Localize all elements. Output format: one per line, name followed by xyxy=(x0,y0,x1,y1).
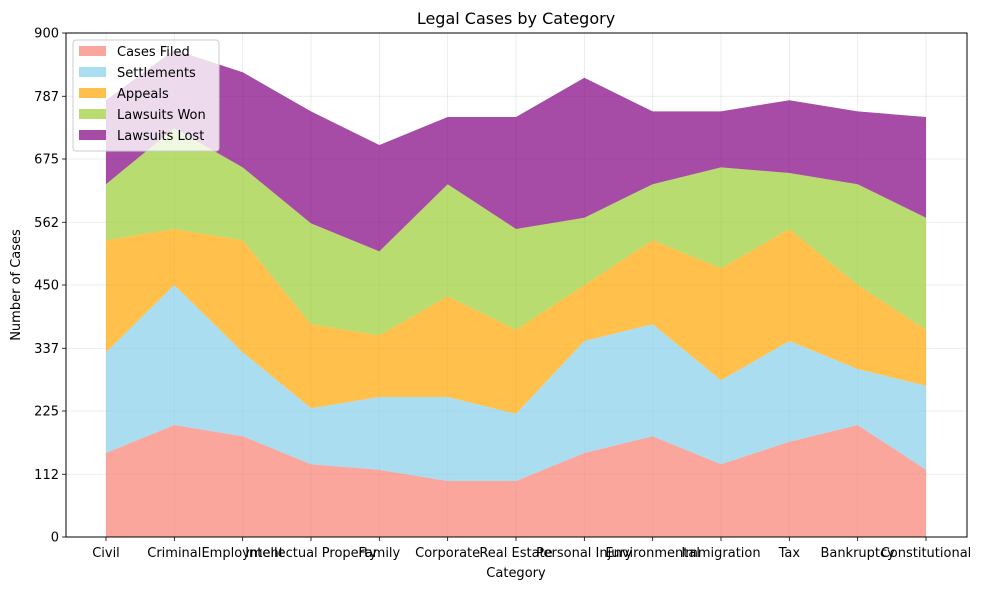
y-tick-label: 112 xyxy=(34,468,59,483)
x-tick-label: Personal Injury xyxy=(536,546,633,561)
x-tick-label: Real Estate xyxy=(479,546,552,561)
area-lawsuits-won xyxy=(106,128,926,336)
x-tick-label: Bankruptcy xyxy=(820,546,895,561)
area-settlements xyxy=(106,285,926,481)
legend-swatch-settlements xyxy=(79,67,106,77)
chart-title: Legal Cases by Category xyxy=(417,9,615,28)
y-axis-title: Number of Cases xyxy=(9,229,24,341)
x-tick-label: Employment xyxy=(201,546,283,561)
legend-label-settlements: Settlements xyxy=(117,66,196,81)
legend-label-lawsuits-won: Lawsuits Won xyxy=(117,108,206,123)
legend-swatch-lawsuits-won xyxy=(79,109,106,119)
legend-label-cases-filed: Cases Filed xyxy=(117,45,190,60)
area-appeals xyxy=(106,229,926,414)
y-tick-label: 787 xyxy=(34,90,59,105)
legend-swatch-cases-filed xyxy=(79,46,106,56)
legend: Cases Filed Settlements Appeals Lawsuits Wo… xyxy=(72,39,220,152)
x-tick-label: Immigration xyxy=(681,546,760,561)
y-tick-label: 900 xyxy=(34,27,59,42)
x-tick-label: Constitutional xyxy=(881,546,972,561)
x-tick-label: Civil xyxy=(92,546,120,561)
y-tick-label: 337 xyxy=(34,342,59,357)
legend-swatch-lawsuits-lost xyxy=(79,130,106,140)
x-tick-label: Environmental xyxy=(605,546,700,561)
legend-label-lawsuits-lost: Lawsuits Lost xyxy=(117,129,204,144)
legend-box xyxy=(72,39,220,152)
x-tick-label: Corporate xyxy=(415,546,480,561)
y-tick-label: 562 xyxy=(34,216,59,231)
y-tick-label: 675 xyxy=(34,153,59,168)
x-tick-label: Tax xyxy=(778,546,801,561)
y-axis-ticks: 0 112 225 337 450 562 675 787 900 xyxy=(34,27,66,546)
y-tick-label: 450 xyxy=(34,279,59,294)
area-lawsuits-lost xyxy=(106,49,926,252)
y-tick-label: 0 xyxy=(51,531,59,546)
x-tick-label: Intellectual Property xyxy=(245,546,377,561)
legend-swatch-appeals xyxy=(79,88,106,98)
legend-label-appeals: Appeals xyxy=(117,87,169,102)
area-series xyxy=(106,49,926,537)
x-tick-label: Family xyxy=(358,546,400,561)
x-axis-title: Category xyxy=(486,566,546,581)
x-tick-label: Criminal xyxy=(147,546,201,561)
y-tick-label: 225 xyxy=(34,405,59,420)
